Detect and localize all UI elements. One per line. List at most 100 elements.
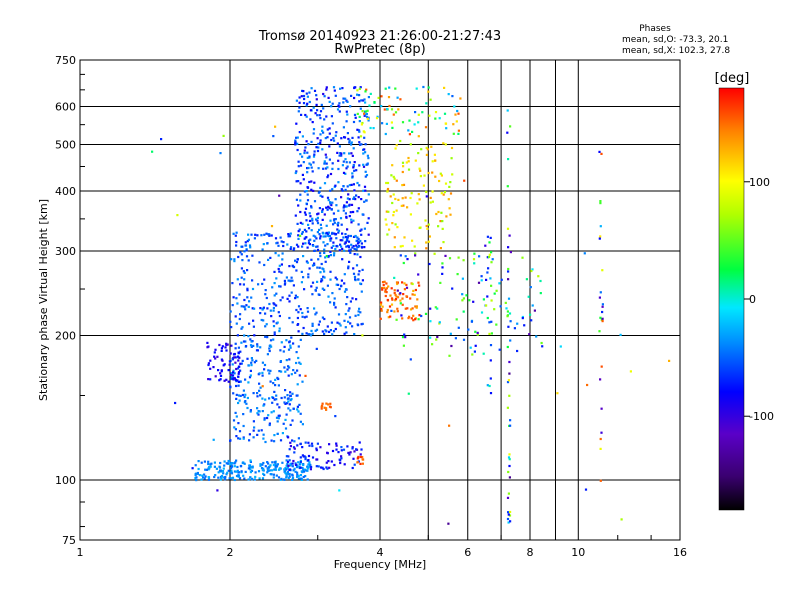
data-point bbox=[491, 258, 494, 261]
data-point bbox=[252, 392, 255, 395]
data-point bbox=[352, 210, 355, 214]
data-point bbox=[234, 428, 237, 431]
data-point bbox=[227, 469, 230, 472]
data-point bbox=[507, 267, 510, 271]
data-point bbox=[529, 313, 532, 316]
data-point bbox=[234, 315, 237, 318]
data-point bbox=[283, 366, 286, 369]
data-point bbox=[668, 359, 671, 362]
data-point bbox=[337, 229, 341, 232]
data-point bbox=[404, 196, 407, 199]
data-point bbox=[433, 252, 436, 255]
data-point bbox=[299, 164, 303, 167]
data-point bbox=[442, 193, 445, 196]
data-point bbox=[216, 355, 219, 358]
data-point bbox=[239, 394, 242, 397]
data-point bbox=[323, 270, 326, 273]
data-point bbox=[364, 101, 367, 104]
data-point bbox=[267, 258, 270, 261]
data-point bbox=[262, 319, 265, 322]
data-point bbox=[264, 312, 267, 315]
data-point bbox=[351, 246, 354, 249]
data-point bbox=[335, 278, 339, 281]
data-point bbox=[231, 374, 235, 377]
data-point bbox=[480, 275, 483, 278]
data-point bbox=[507, 511, 510, 514]
data-point bbox=[323, 248, 326, 251]
data-point bbox=[348, 249, 351, 252]
data-point bbox=[275, 474, 278, 477]
data-point bbox=[539, 292, 542, 295]
data-point bbox=[329, 254, 332, 257]
data-point bbox=[521, 256, 524, 259]
data-point bbox=[264, 398, 267, 401]
data-point bbox=[301, 231, 304, 234]
data-point bbox=[307, 459, 310, 462]
data-point bbox=[247, 335, 250, 338]
data-point bbox=[256, 412, 259, 415]
data-point bbox=[356, 89, 359, 92]
data-point bbox=[327, 199, 330, 202]
data-point bbox=[279, 236, 282, 239]
data-point bbox=[330, 204, 333, 207]
data-point bbox=[401, 281, 404, 284]
data-point bbox=[478, 255, 481, 258]
data-point bbox=[399, 254, 402, 257]
data-point bbox=[427, 171, 430, 175]
data-point bbox=[253, 334, 256, 337]
data-point bbox=[241, 393, 244, 397]
data-point bbox=[537, 275, 540, 278]
data-point bbox=[281, 296, 284, 299]
data-point bbox=[360, 242, 363, 245]
data-point bbox=[248, 244, 252, 247]
colorbar-label: [deg] bbox=[715, 71, 750, 86]
colorbar-tick-label: 100 bbox=[749, 176, 770, 189]
data-point bbox=[506, 496, 510, 499]
data-point bbox=[375, 117, 379, 120]
data-point bbox=[401, 170, 404, 174]
data-point bbox=[320, 407, 323, 410]
data-point bbox=[467, 328, 470, 331]
data-point bbox=[285, 459, 288, 462]
data-point bbox=[237, 255, 240, 259]
data-point bbox=[307, 441, 310, 444]
data-point bbox=[238, 356, 241, 359]
data-point bbox=[235, 470, 238, 473]
data-point bbox=[380, 95, 383, 98]
data-point bbox=[434, 159, 437, 162]
data-point bbox=[480, 279, 483, 282]
data-point bbox=[364, 90, 367, 93]
data-point bbox=[203, 460, 206, 463]
data-point bbox=[323, 288, 326, 291]
data-point bbox=[337, 104, 340, 107]
data-point bbox=[333, 301, 336, 304]
data-point bbox=[287, 400, 290, 403]
data-point bbox=[268, 349, 271, 353]
data-point bbox=[350, 221, 353, 224]
data-point bbox=[296, 369, 299, 372]
data-point bbox=[342, 160, 345, 163]
data-point bbox=[521, 317, 524, 320]
data-point bbox=[302, 94, 306, 98]
data-point bbox=[325, 86, 328, 89]
data-point bbox=[319, 223, 322, 226]
data-point bbox=[342, 236, 345, 239]
data-point bbox=[343, 242, 346, 245]
data-point bbox=[345, 303, 348, 306]
data-point bbox=[441, 262, 444, 265]
data-point bbox=[395, 318, 398, 321]
data-point bbox=[250, 345, 253, 348]
data-point bbox=[249, 344, 253, 347]
data-point bbox=[342, 185, 345, 188]
data-point bbox=[298, 403, 301, 406]
data-point bbox=[539, 279, 542, 283]
data-point bbox=[348, 316, 352, 319]
data-point bbox=[320, 103, 323, 106]
data-point bbox=[252, 344, 255, 347]
data-point bbox=[296, 296, 299, 299]
data-point bbox=[456, 109, 459, 113]
data-point bbox=[388, 305, 392, 308]
data-point bbox=[601, 303, 604, 306]
data-point bbox=[295, 198, 298, 201]
data-point bbox=[260, 467, 264, 470]
